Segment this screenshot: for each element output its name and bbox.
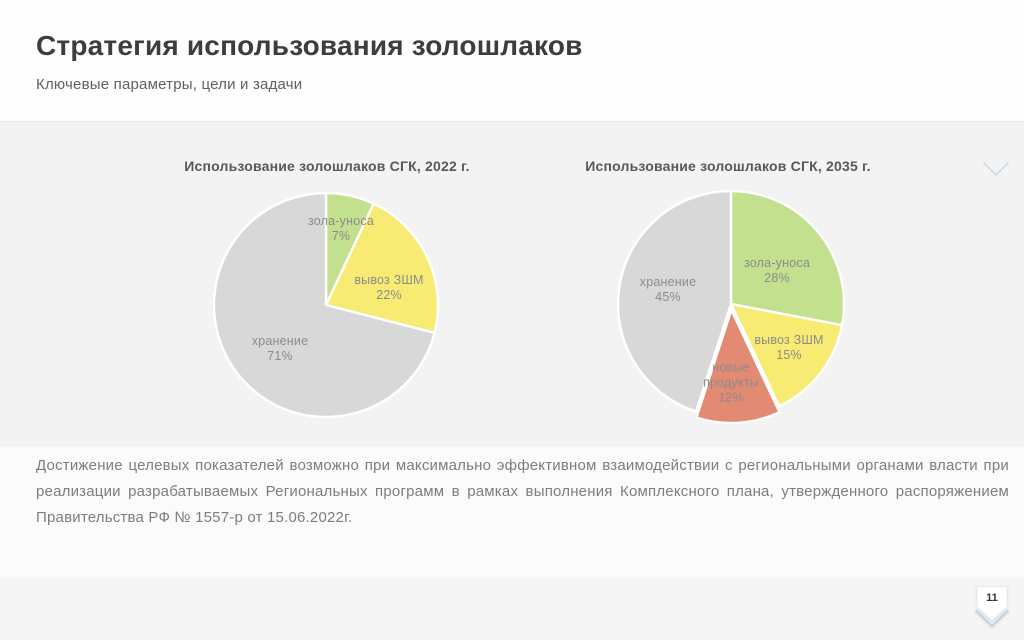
pie-label-2035-khranenie: хранение 45% — [640, 275, 696, 305]
header-band — [0, 0, 1024, 122]
pie-label-pct: 45% — [655, 290, 681, 304]
pie-slice-0 — [729, 189, 846, 327]
chart-title-2022: Использование золошлаков СГК, 2022 г. — [184, 158, 470, 174]
pie-chart-2035 — [616, 189, 846, 424]
badge-pin-icon — [975, 586, 1009, 627]
pie-label-pct: 15% — [776, 348, 802, 362]
pie-label-pct: 28% — [764, 271, 790, 285]
pie-label-name: зола-уноса — [308, 214, 374, 228]
pie-label-2022-zola-unosa: зола-уноса 7% — [308, 214, 374, 244]
pie-label-2035-vyvoz-zshm: вывоз ЗШМ 15% — [754, 333, 823, 363]
pie-label-name: хранение — [251, 334, 309, 348]
chevron-down-icon — [983, 162, 1009, 176]
pie-chart-2022 — [212, 191, 440, 419]
pie-label-2022-khranenie: хранение 71% — [252, 334, 308, 364]
pie-label-name: вывоз ЗШМ — [754, 333, 824, 347]
pie-label-2022-vyvoz-zshm: вывоз ЗШМ 22% — [354, 273, 423, 303]
page-title: Стратегия использования золошлаков — [36, 30, 583, 61]
pie-slice-1 — [324, 202, 440, 335]
pie-label-2035-zola-unosa: зола-уноса 28% — [744, 256, 810, 286]
chart-title-2035: Использование золошлаков СГК, 2035 г. — [585, 158, 871, 174]
pie-slice-2 — [212, 191, 436, 419]
page-number: 11 — [986, 592, 998, 604]
footer-band — [0, 578, 1024, 640]
pie-label-name: хранение — [639, 275, 697, 289]
text-band — [0, 447, 1024, 578]
pie-label-name: новые продукты — [703, 360, 759, 390]
chart-band — [0, 122, 1024, 447]
pie-slice-2 — [695, 308, 781, 424]
pie-label-pct: 12% — [718, 390, 744, 405]
body-paragraph: Достижение целевых показателей возможно … — [36, 457, 1009, 526]
page-subtitle: Ключевые параметры, цели и задачи — [36, 76, 303, 93]
pie-label-name: зола-уноса — [744, 256, 810, 270]
pie-slice-1 — [729, 302, 844, 408]
pie-label-name: вывоз ЗШМ — [354, 273, 424, 287]
pie-label-pct: 71% — [267, 349, 293, 363]
pie-label-pct: 22% — [376, 288, 402, 302]
page-number-badge: 11 — [972, 585, 1012, 631]
pie-label-2035-novye-produkty: новые продукты 12% — [691, 361, 771, 406]
pie-label-pct: 7% — [331, 229, 351, 243]
pie-slice-3 — [616, 189, 733, 413]
